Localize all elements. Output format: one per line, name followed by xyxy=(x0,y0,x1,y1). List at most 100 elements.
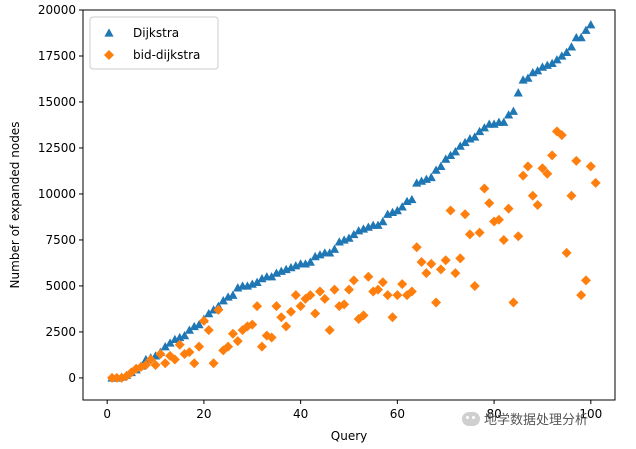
y-axis: 0 2500 5000 7500 10000 12500 15000 17500 20000 xyxy=(38,3,83,385)
bid-dijkstra-point xyxy=(295,301,306,312)
bid-dijkstra-point xyxy=(373,284,384,295)
bid-dijkstra-point xyxy=(266,332,277,343)
plot-frame xyxy=(82,9,616,401)
series-bid-dijkstra xyxy=(107,126,601,383)
y-tick-label: 2500 xyxy=(45,325,76,339)
bid-dijkstra-point xyxy=(377,277,388,288)
bid-dijkstra-point xyxy=(464,229,475,240)
bid-dijkstra-point xyxy=(513,231,524,242)
y-tick-label: 7500 xyxy=(45,233,76,247)
bid-dijkstra-point xyxy=(150,360,161,371)
dijkstra-point xyxy=(228,290,238,299)
dijkstra-point xyxy=(455,141,465,150)
dijkstra-point xyxy=(460,137,470,147)
bid-dijkstra-point xyxy=(397,279,408,290)
bid-dijkstra-point xyxy=(223,341,234,352)
bid-dijkstra-point xyxy=(305,290,316,301)
bid-dijkstra-point xyxy=(576,290,587,301)
dijkstra-point xyxy=(373,220,383,229)
dijkstra-point xyxy=(179,331,190,340)
bid-dijkstra-point xyxy=(310,308,321,319)
dijkstra-point xyxy=(397,202,407,211)
bid-dijkstra-point xyxy=(285,306,296,317)
bid-dijkstra-point xyxy=(474,227,485,238)
bid-dijkstra-point xyxy=(406,286,417,297)
bid-dijkstra-point xyxy=(556,130,567,141)
bid-dijkstra-point xyxy=(189,358,200,369)
bid-dijkstra-point xyxy=(416,257,427,268)
dijkstra-point xyxy=(194,319,204,329)
bid-dijkstra-point xyxy=(566,190,577,201)
x-tick-label: 60 xyxy=(390,407,405,421)
bid-dijkstra-point xyxy=(479,183,490,194)
dijkstra-point xyxy=(325,248,335,257)
dijkstra-point xyxy=(504,110,514,119)
dijkstra-point xyxy=(305,257,315,266)
bid-dijkstra-point xyxy=(169,354,180,365)
x-tick-label: 20 xyxy=(196,407,211,421)
bid-dijkstra-point xyxy=(508,297,519,308)
dijkstra-point xyxy=(499,117,509,126)
bid-dijkstra-point xyxy=(426,258,437,269)
bid-dijkstra-point xyxy=(339,299,350,310)
dijkstra-point xyxy=(547,58,557,68)
bid-dijkstra-point xyxy=(252,301,263,312)
bid-dijkstra-point xyxy=(174,339,185,350)
bid-dijkstra-point xyxy=(194,341,205,352)
bid-dijkstra-point xyxy=(392,290,403,301)
legend-box xyxy=(89,16,219,70)
x-tick-label: 80 xyxy=(486,407,501,421)
bid-dijkstra-point xyxy=(440,255,451,266)
bid-dijkstra-point xyxy=(590,177,601,188)
dijkstra-point xyxy=(576,32,586,42)
legend-marker-triangle xyxy=(104,28,114,37)
bid-dijkstra-point xyxy=(227,328,238,339)
plot-area xyxy=(107,20,601,383)
dijkstra-point xyxy=(344,233,354,242)
bid-dijkstra-point xyxy=(431,297,442,308)
bid-dijkstra-point xyxy=(445,205,456,216)
legend: Dijkstra bid-dijkstra xyxy=(89,16,219,70)
dijkstra-point xyxy=(218,296,228,305)
bid-dijkstra-point xyxy=(319,293,330,304)
dijkstra-point xyxy=(436,161,446,171)
dijkstra-point xyxy=(508,106,519,115)
bid-dijkstra-point xyxy=(450,268,461,279)
bid-dijkstra-point xyxy=(493,214,504,225)
watermark: 地学数据处理分析 xyxy=(462,409,588,428)
bid-dijkstra-point xyxy=(561,247,572,258)
wechat-icon xyxy=(462,411,480,426)
dijkstra-point xyxy=(204,308,214,318)
watermark-text: 地学数据处理分析 xyxy=(484,413,589,428)
x-tick-label: 100 xyxy=(579,407,602,421)
dijkstra-point xyxy=(581,25,591,34)
bid-dijkstra-point xyxy=(329,284,340,295)
bid-dijkstra-point xyxy=(387,312,398,323)
bid-dijkstra-point xyxy=(140,360,151,371)
dijkstra-point xyxy=(513,88,523,97)
bid-dijkstra-point xyxy=(208,358,219,369)
bid-dijkstra-point xyxy=(348,275,359,286)
bid-dijkstra-point xyxy=(290,290,301,301)
dijkstra-point xyxy=(329,244,340,253)
dijkstra-point xyxy=(552,55,562,64)
dijkstra-point xyxy=(450,147,460,156)
series-dijkstra xyxy=(107,20,596,382)
bid-dijkstra-point xyxy=(498,234,509,245)
dijkstra-point xyxy=(566,42,577,51)
y-axis-label: Number of expanded nodes xyxy=(8,122,22,289)
bid-dijkstra-point xyxy=(571,155,582,166)
bid-dijkstra-point xyxy=(276,312,287,323)
dijkstra-point xyxy=(267,272,277,281)
bid-dijkstra-point xyxy=(435,264,446,275)
bid-dijkstra-point xyxy=(527,190,538,201)
bid-dijkstra-point xyxy=(155,349,166,360)
bid-dijkstra-point xyxy=(198,315,209,326)
bid-dijkstra-point xyxy=(421,268,432,279)
bid-dijkstra-point xyxy=(503,203,514,214)
y-tick-label: 5000 xyxy=(45,279,76,293)
bid-dijkstra-point xyxy=(469,280,480,291)
bid-dijkstra-point xyxy=(358,310,369,321)
dijkstra-point xyxy=(479,123,490,132)
